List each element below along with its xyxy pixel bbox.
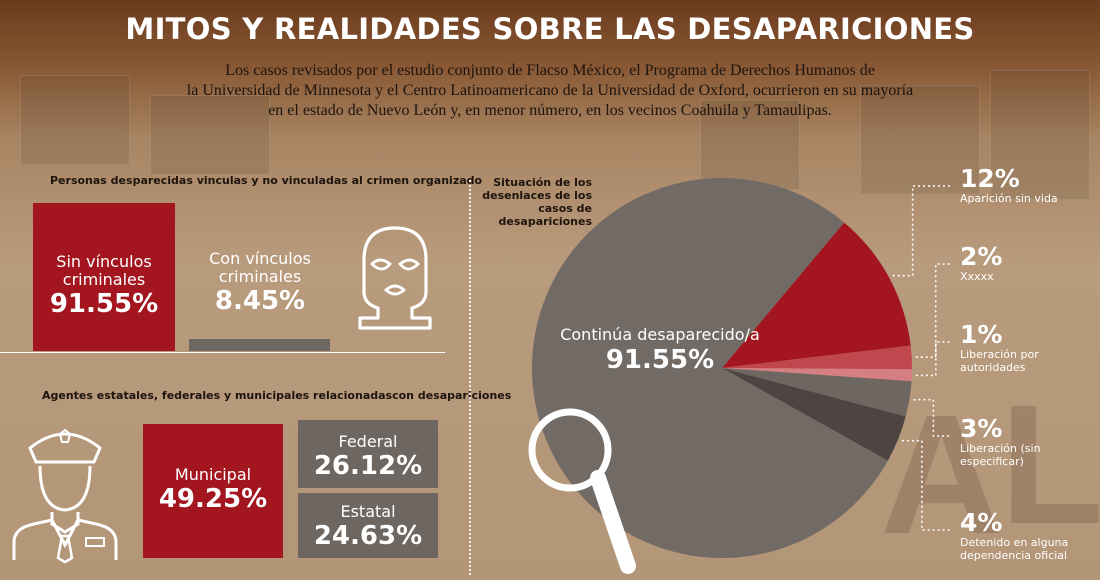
background-watermark-letter: L [1000,370,1100,560]
section-divider [0,352,445,353]
pie-slice [722,222,911,368]
magnifying-glass-icon [528,408,636,574]
criminal-links-box: Con vínculos criminales 8.45% [190,249,330,317]
pie-slice [722,368,912,382]
callout-xxxxx: 2% Xxxxx [960,242,1096,284]
agents-title: Agentes estatales, federales y municipal… [42,389,512,402]
police-officer-icon [12,428,118,564]
pie-slice [722,345,913,370]
pie-leader-lines [892,185,952,531]
intro-paragraph: Los casos revisados por el estudio conju… [130,61,970,121]
callout-detenido-dependencia: 4% Detenido en alguna dependencia oficia… [960,508,1096,563]
pie-center-value: 91.55% [605,345,715,375]
pie-slices [532,178,913,559]
callout-desc: Xxxxx [960,270,994,283]
chart-title: Situación de los desenlaces de los casos… [482,176,592,228]
callout-pct: 2% [960,242,1003,271]
no-criminal-links-box: Sin vínculos criminales 91.55% [33,203,175,351]
callout-pct: 12% [960,164,1020,193]
estatal-value: 24.63% [313,521,423,551]
pie-center-text: Continúa desaparecido/a 91.55% [560,326,760,376]
page-title: MITOS Y REALIDADES SOBRE LAS DESAPARICIO… [125,12,975,46]
callout-aparicion-sin-vida: 12% Aparición sin vida [960,164,1096,206]
intro-line: Los casos revisados por el estudio conju… [225,62,875,79]
background-photo [700,100,800,190]
criminal-links-bar [189,339,330,351]
callout-desc: Aparición sin vida [960,192,1058,205]
pie-leader-line [915,341,952,377]
masked-face-icon [358,226,432,330]
background-photo [860,85,980,195]
criminal-links-value: 8.45% [214,286,306,316]
callout-desc: Liberación por autoridades [960,348,1039,374]
pie-leader-line [913,398,952,437]
intro-line: en el estado de Nuevo León y, en menor n… [268,102,832,119]
callout-pct: 1% [960,320,1003,349]
callout-desc: Liberación (sin especificar) [960,442,1041,468]
callout-pct: 3% [960,414,1003,443]
column-divider [469,180,471,575]
callout-liberacion-autoridades: 1% Liberación por autoridades [960,320,1096,375]
criminal-links-title: Personas desparecidas vinculas y no vinc… [50,174,483,187]
federal-value: 26.12% [313,451,423,481]
municipal-value: 49.25% [158,484,268,514]
background-photo [20,75,130,165]
municipal-box: Municipal 49.25% [143,424,283,558]
estatal-box: Estatal 24.63% [298,493,438,558]
no-criminal-links-label: Sin vínculos criminales [56,252,152,289]
pie-slice [722,368,906,461]
federal-box: Federal 26.12% [298,420,438,488]
pie-leader-line [892,185,952,277]
municipal-label: Municipal [174,465,252,484]
no-criminal-links-value: 91.55% [49,289,159,319]
intro-line: la Universidad de Minnesota y el Centro … [186,82,914,99]
callout-pct: 4% [960,508,1003,537]
callout-desc: Detenido en alguna dependencia oficial [960,536,1069,562]
federal-label: Federal [338,432,398,451]
pie-slice [722,368,912,417]
pie-leader-line [915,263,952,359]
callout-liberacion-sin-especificar: 3% Liberación (sin especificar) [960,414,1096,469]
pie-center-label: Continúa desaparecido/a [560,325,760,344]
criminal-links-label: Con vínculos criminales [209,249,311,286]
background-photo [990,70,1090,200]
pie-leader-line [901,439,952,531]
pie-slice [532,178,888,559]
estatal-label: Estatal [340,502,396,521]
background-photo [150,95,270,175]
